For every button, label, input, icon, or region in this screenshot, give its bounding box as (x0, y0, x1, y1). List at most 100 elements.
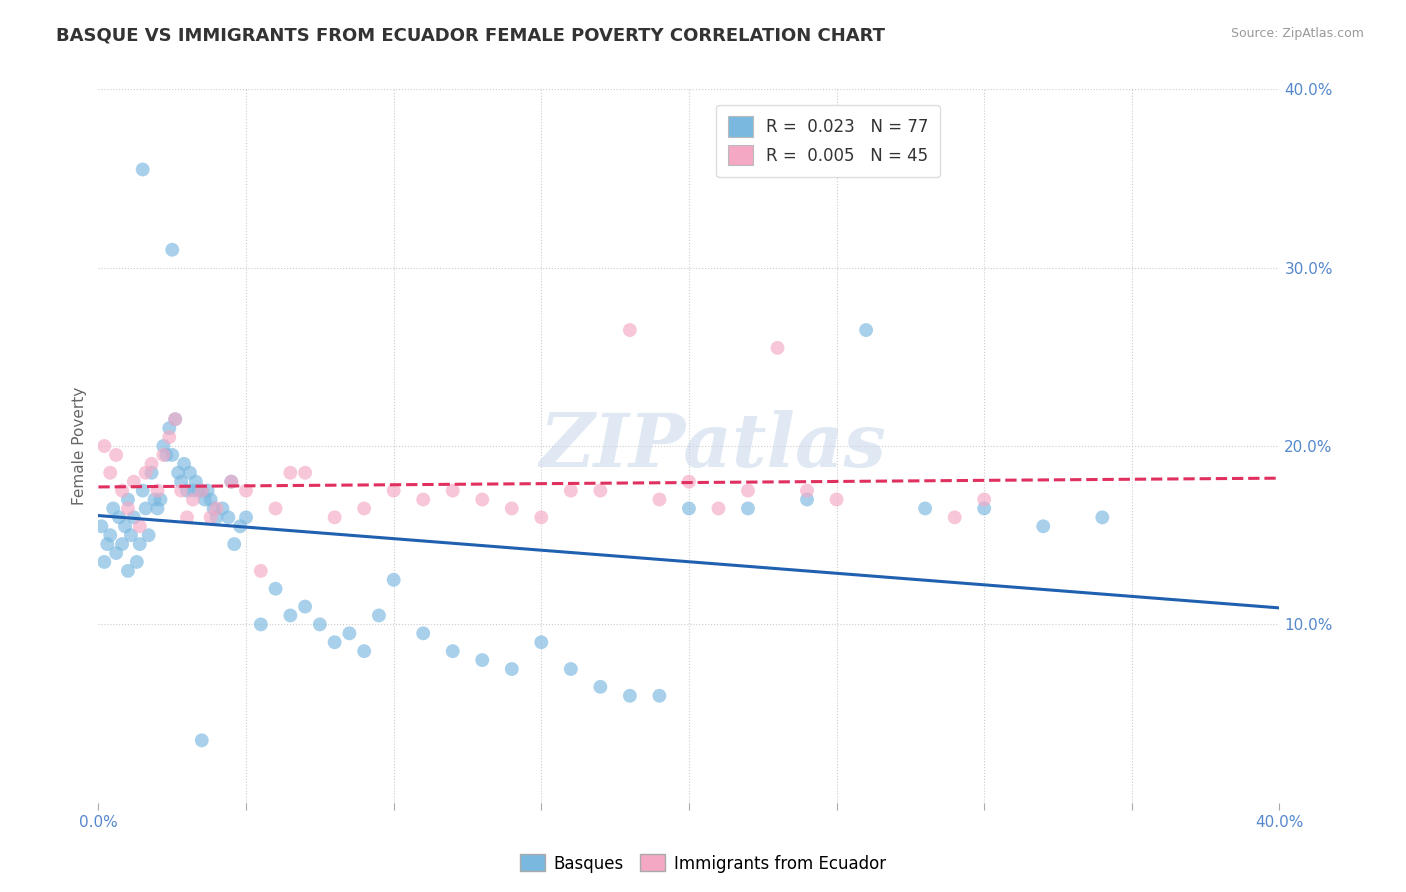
Point (766, 341, 789, 355)
Point (200, 492, 222, 507)
Point (441, 483, 464, 498)
Point (184, 475, 207, 489)
Point (135, 501, 157, 516)
Point (162, 243, 183, 257)
Point (135, 466, 157, 480)
Point (678, 501, 700, 516)
Point (90, 519, 112, 533)
Point (368, 608, 391, 623)
Point (205, 510, 228, 524)
Point (176, 510, 198, 524)
Point (648, 492, 671, 507)
Point (191, 733, 214, 747)
Point (973, 501, 995, 516)
Point (191, 483, 214, 498)
Point (111, 483, 134, 498)
Point (93, 555, 115, 569)
Point (914, 501, 936, 516)
Point (157, 430, 180, 444)
Point (149, 492, 172, 507)
Point (264, 501, 287, 516)
Point (105, 546, 128, 560)
Point (187, 483, 209, 498)
Point (943, 510, 966, 524)
Point (441, 644, 464, 658)
Point (796, 492, 818, 507)
Point (146, 483, 169, 498)
Point (412, 492, 434, 507)
Point (229, 519, 252, 533)
Point (560, 662, 582, 676)
Point (96, 537, 118, 551)
Point (114, 519, 136, 533)
Point (181, 492, 204, 507)
Point (179, 466, 201, 480)
Point (278, 608, 302, 623)
Point (309, 617, 332, 632)
Point (141, 457, 163, 471)
Point (125, 555, 148, 569)
Point (197, 483, 219, 498)
Point (250, 617, 273, 632)
Point (589, 483, 612, 498)
Point (339, 626, 360, 640)
Point (141, 466, 163, 480)
Point (412, 626, 434, 640)
Point (530, 510, 553, 524)
Point (353, 644, 375, 658)
Point (219, 475, 242, 489)
Point (152, 448, 174, 462)
Point (737, 501, 759, 516)
Point (619, 689, 641, 703)
Point (235, 510, 257, 524)
Text: BASQUE VS IMMIGRANTS FROM ECUADOR FEMALE POVERTY CORRELATION CHART: BASQUE VS IMMIGRANTS FROM ECUADOR FEMALE… (56, 27, 886, 45)
Text: Source: ZipAtlas.com: Source: ZipAtlas.com (1230, 27, 1364, 40)
Point (737, 483, 759, 498)
Point (973, 492, 995, 507)
Point (224, 537, 246, 551)
Point (353, 501, 375, 516)
Point (278, 466, 302, 480)
Point (501, 501, 523, 516)
Point (202, 501, 225, 516)
Point (98, 466, 121, 480)
Point (501, 662, 523, 676)
Point (157, 421, 180, 435)
Point (825, 492, 848, 507)
Point (120, 528, 142, 542)
Point (796, 483, 818, 498)
Point (98, 528, 121, 542)
Point (167, 466, 190, 480)
Point (471, 492, 494, 507)
Point (855, 323, 877, 337)
Point (128, 519, 150, 533)
Point (93, 439, 115, 453)
Point (382, 573, 405, 587)
Point (108, 510, 131, 524)
Point (170, 475, 193, 489)
Point (382, 483, 405, 498)
Point (250, 564, 273, 578)
Point (117, 501, 139, 516)
Point (170, 483, 193, 498)
Point (132, 162, 155, 177)
Point (1091, 510, 1114, 524)
Point (294, 466, 316, 480)
Point (117, 492, 139, 507)
Point (152, 439, 174, 453)
Point (619, 323, 641, 337)
Point (205, 501, 228, 516)
Point (146, 501, 169, 516)
Point (138, 528, 160, 542)
Point (165, 412, 187, 426)
Point (264, 582, 287, 596)
Point (132, 483, 155, 498)
Point (560, 483, 582, 498)
Point (217, 510, 239, 524)
Point (122, 510, 145, 524)
Point (173, 457, 195, 471)
Point (111, 537, 134, 551)
Point (143, 492, 166, 507)
Point (194, 492, 217, 507)
Y-axis label: Female Poverty: Female Poverty (72, 387, 87, 505)
